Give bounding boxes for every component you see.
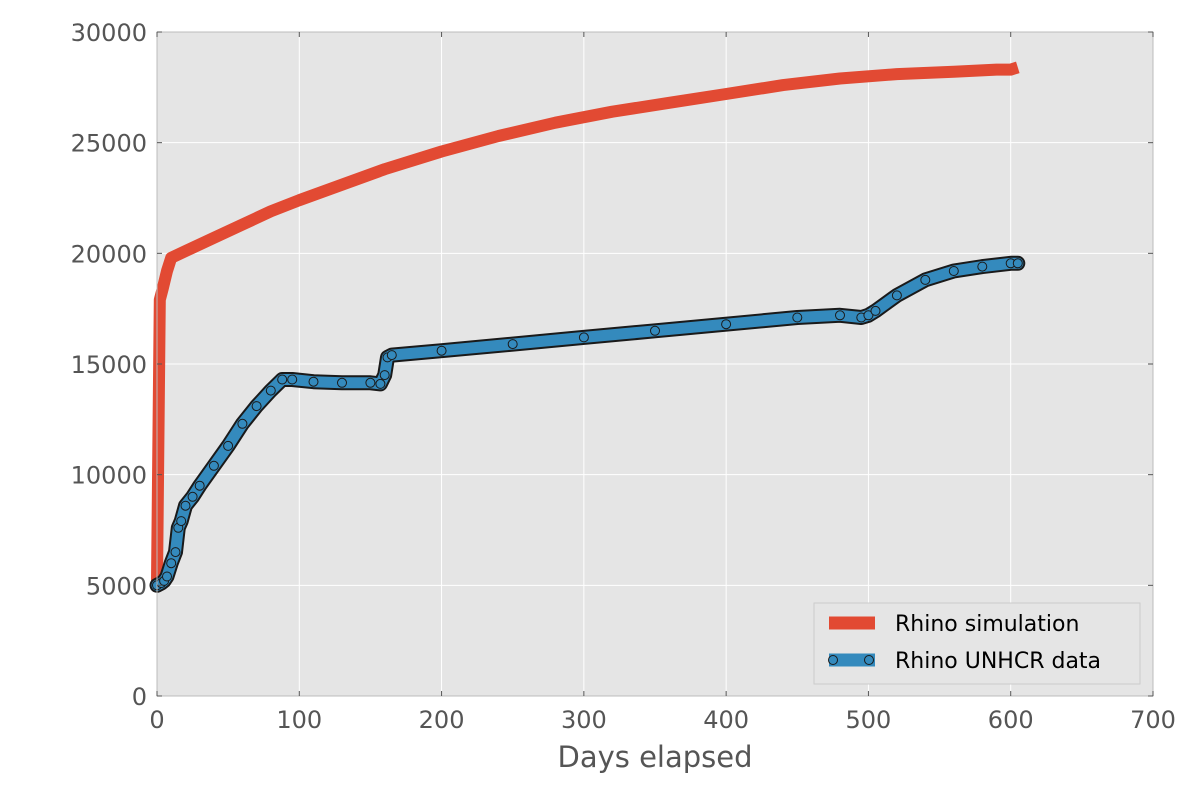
data-point-rhino-unhcr-data — [721, 319, 732, 330]
legend-label-rhino-unhcr-data: Rhino UNHCR data — [895, 649, 1101, 674]
series-group — [149, 61, 1026, 593]
data-point-rhino-unhcr-data — [578, 332, 589, 343]
data-point-rhino-unhcr-data — [237, 418, 248, 429]
data-point-rhino-unhcr-data — [1012, 258, 1023, 269]
data-point-rhino-unhcr-data — [194, 480, 205, 491]
data-point-rhino-unhcr-data — [308, 376, 319, 387]
data-point-rhino-unhcr-data — [835, 310, 845, 321]
data-point-rhino-unhcr-data — [977, 261, 988, 272]
y-tick-label: 10000 — [71, 462, 147, 490]
x-tick-label: 700 — [1130, 706, 1176, 734]
data-point-rhino-unhcr-data — [379, 370, 390, 381]
x-tick-label: 600 — [988, 706, 1034, 734]
x-tick-label: 400 — [703, 706, 749, 734]
data-point-rhino-unhcr-data — [187, 491, 198, 502]
y-tick-label: 25000 — [71, 130, 147, 158]
data-point-rhino-unhcr-data — [792, 312, 803, 323]
x-tick-label: 100 — [276, 706, 322, 734]
data-point-rhino-unhcr-data — [251, 401, 262, 412]
legend-marker — [828, 655, 838, 665]
data-point-rhino-unhcr-data — [386, 350, 397, 361]
x-tick-label: 300 — [561, 706, 607, 734]
data-point-rhino-unhcr-data — [180, 500, 191, 511]
data-point-rhino-unhcr-data — [277, 374, 288, 385]
data-point-rhino-unhcr-data — [863, 310, 874, 321]
y-tick-label: 15000 — [71, 351, 147, 379]
data-point-rhino-unhcr-data — [170, 547, 181, 558]
series-line-rhino-simulation — [151, 61, 1020, 581]
data-point-rhino-unhcr-data — [337, 377, 347, 388]
x-axis-label: Days elapsed — [557, 740, 752, 774]
data-point-rhino-unhcr-data — [870, 305, 881, 316]
y-tick-label: 0 — [132, 683, 147, 711]
data-point-rhino-unhcr-data — [436, 345, 447, 356]
axis-ticks: 0 100 200 300 400 500 600 700 0 5000 10000 15000 200… — [71, 19, 1176, 734]
data-point-rhino-unhcr-data — [162, 571, 172, 582]
y-tick-label: 5000 — [86, 572, 147, 600]
data-point-rhino-unhcr-data — [375, 378, 386, 389]
data-point-rhino-unhcr-data — [265, 385, 276, 396]
x-tick-label: 500 — [846, 706, 892, 734]
y-tick-label: 20000 — [71, 240, 147, 268]
data-point-rhino-unhcr-data — [507, 339, 518, 350]
data-point-rhino-unhcr-data — [948, 266, 959, 276]
data-point-rhino-unhcr-data — [365, 377, 376, 388]
data-point-rhino-unhcr-data — [650, 325, 660, 336]
data-point-rhino-unhcr-data — [176, 516, 187, 527]
legend-label-rhino-simulation: Rhino simulation — [895, 612, 1079, 637]
y-tick-label: 30000 — [71, 19, 147, 47]
data-point-rhino-unhcr-data — [208, 460, 219, 471]
data-point-rhino-unhcr-data — [223, 440, 234, 451]
data-point-rhino-unhcr-data — [891, 290, 902, 301]
x-tick-label: 200 — [419, 706, 465, 734]
legend-marker — [864, 655, 874, 665]
data-point-rhino-unhcr-data — [166, 558, 177, 569]
legend: Rhino simulation Rhino UNHCR data — [813, 602, 1141, 685]
x-tick-label: 0 — [149, 706, 164, 734]
data-point-rhino-unhcr-data — [920, 274, 931, 285]
data-point-rhino-unhcr-data — [287, 374, 298, 385]
